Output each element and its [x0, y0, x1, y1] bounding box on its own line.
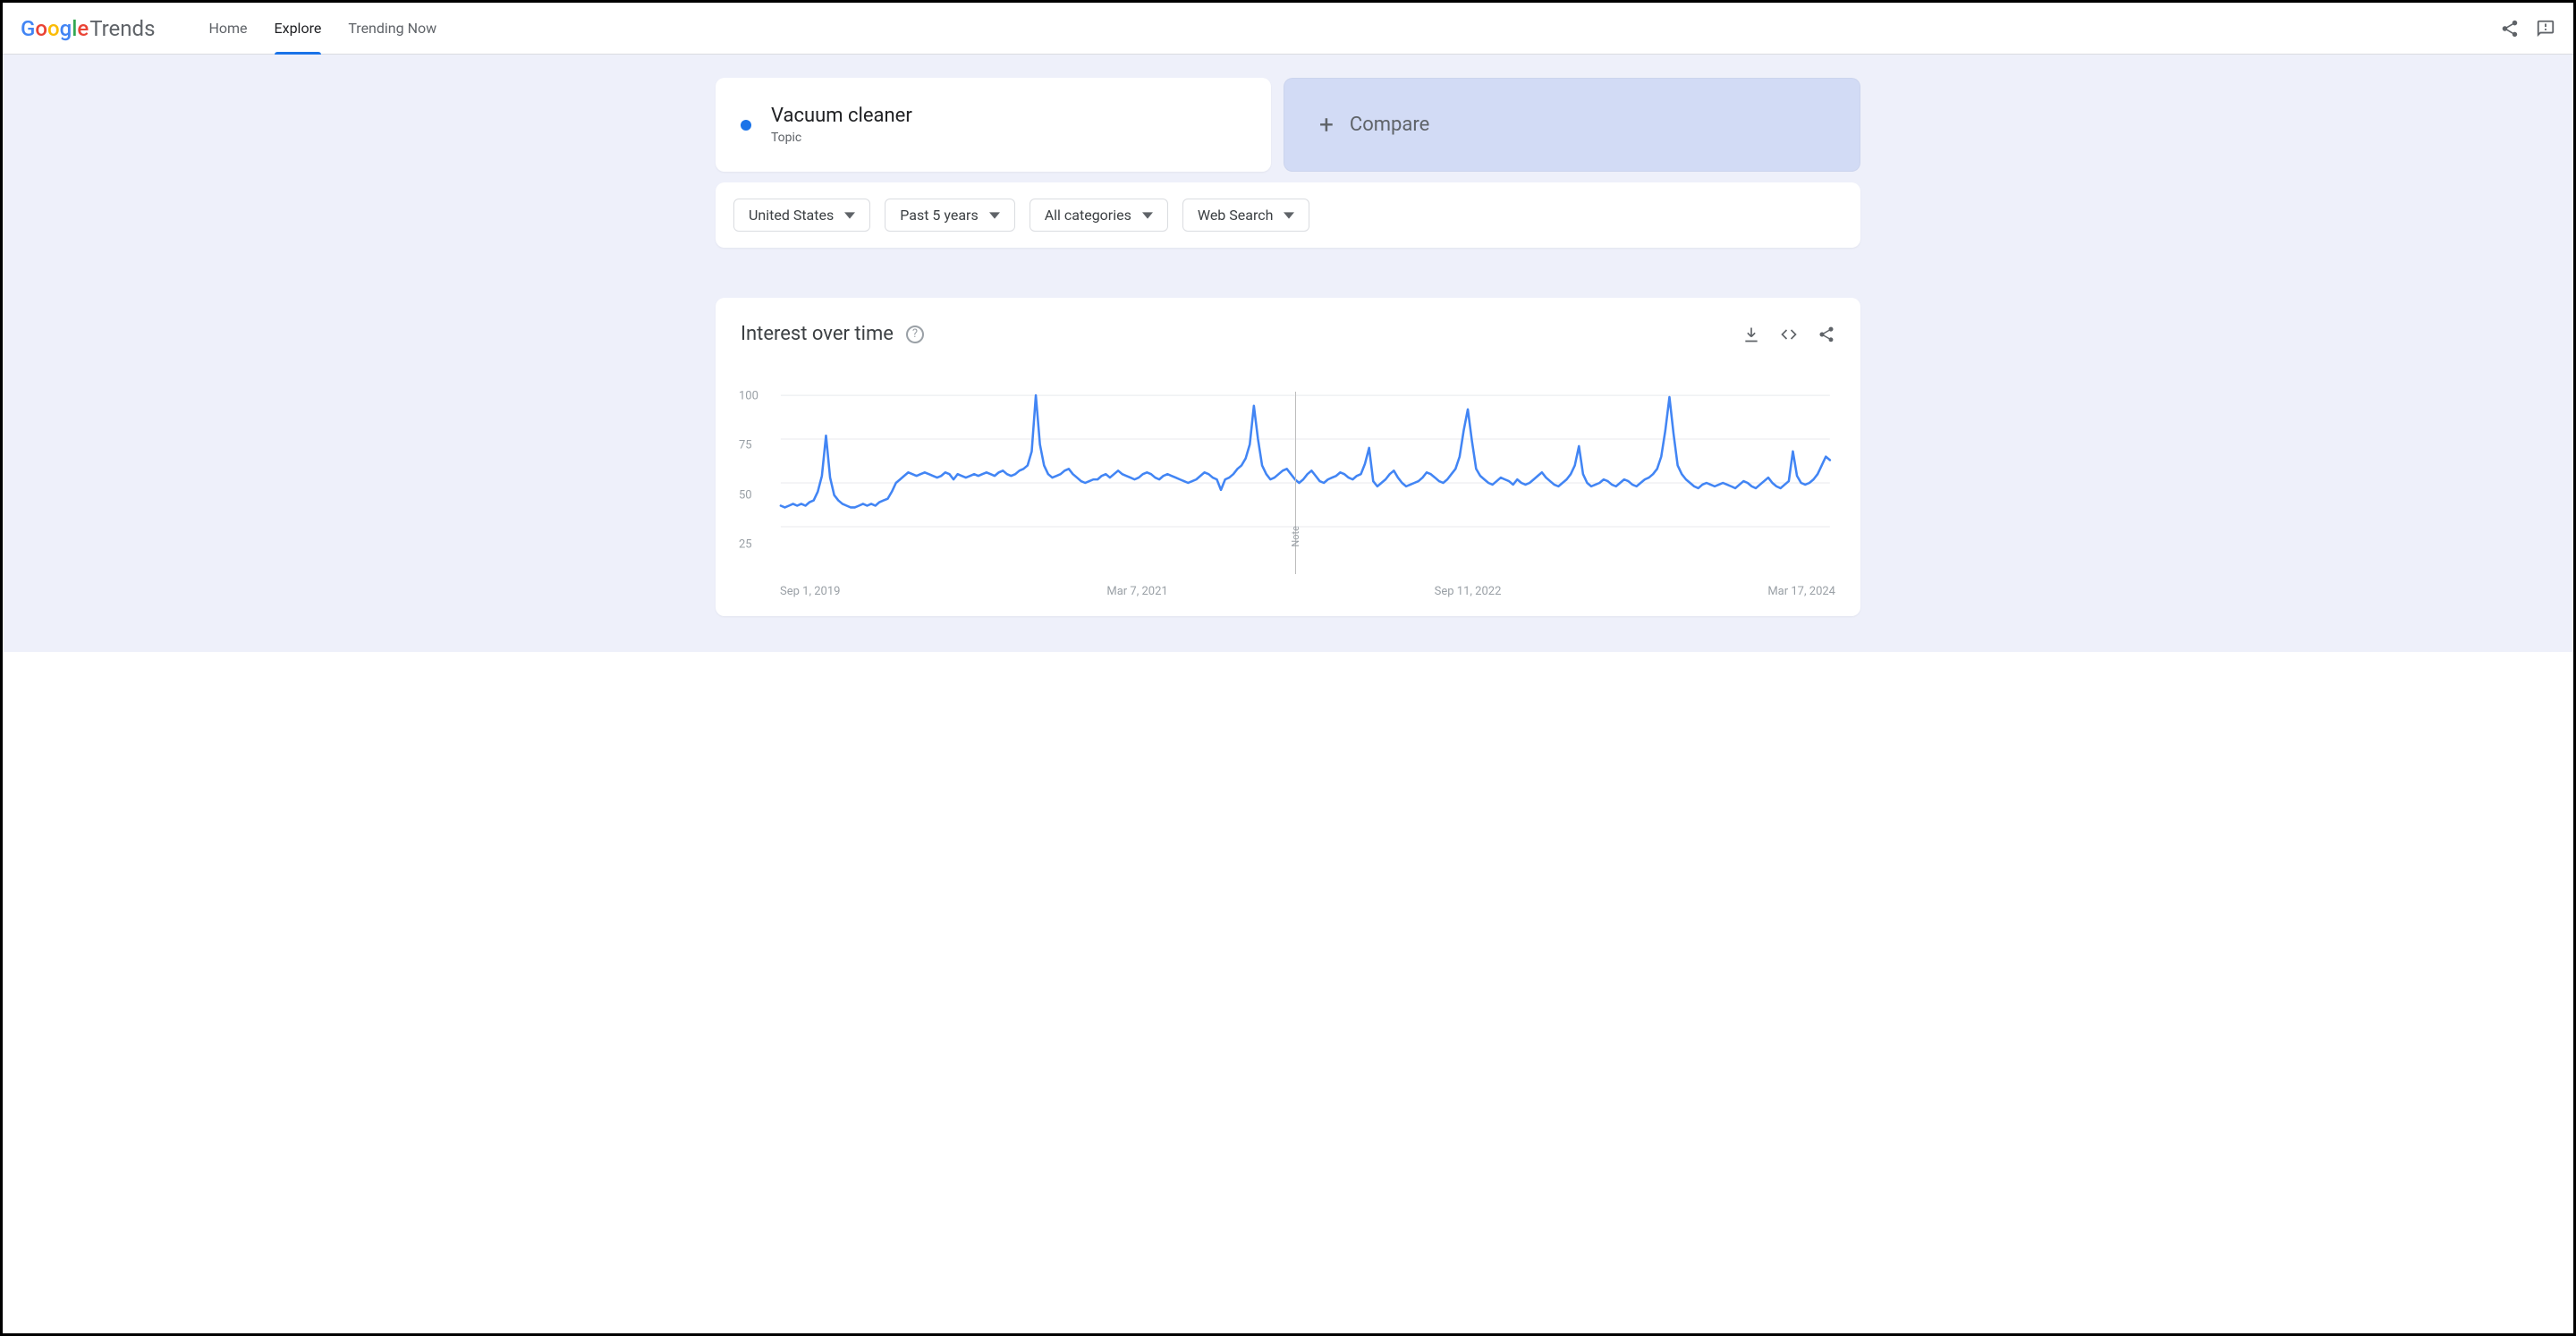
- chart-y-tick: 75: [739, 439, 752, 452]
- filter-timeframe[interactable]: Past 5 years: [885, 199, 1014, 232]
- help-icon[interactable]: ?: [906, 326, 924, 343]
- logo-sub: Trends: [89, 16, 155, 41]
- compare-label: Compare: [1350, 114, 1429, 136]
- feedback-icon[interactable]: [2536, 19, 2555, 38]
- logo[interactable]: GoogleTrends: [21, 16, 155, 41]
- filter-category-label: All categories: [1045, 207, 1131, 224]
- header-actions: [2500, 19, 2555, 38]
- interest-over-time-card: Interest over time ? 25 50 75 100 Note Sep …: [716, 298, 1860, 616]
- filter-timeframe-label: Past 5 years: [900, 207, 978, 224]
- primary-nav: Home Explore Trending Now: [208, 3, 436, 54]
- chart-actions: [1742, 326, 1835, 343]
- filter-region[interactable]: United States: [733, 199, 870, 232]
- embed-icon[interactable]: [1780, 326, 1798, 343]
- chart-area: 255075100 Note Sep 1, 2019Mar 7, 2021Sep…: [741, 392, 1835, 598]
- term-color-dot: [741, 120, 751, 131]
- filter-bar: United States Past 5 years All categorie…: [716, 182, 1860, 248]
- chevron-down-icon: [1142, 210, 1153, 221]
- search-terms-row: Vacuum cleaner Topic + Compare: [716, 78, 1860, 172]
- chart-x-labels: Sep 1, 2019 Mar 7, 2021 Sep 11, 2022 Mar 17…: [780, 585, 1835, 598]
- share-icon[interactable]: [1818, 326, 1835, 343]
- chart-y-tick: 100: [739, 389, 758, 402]
- nav-trending-now[interactable]: Trending Now: [348, 3, 436, 54]
- page-body: Vacuum cleaner Topic + Compare United St…: [3, 55, 2573, 652]
- chevron-down-icon: [1284, 210, 1294, 221]
- chart-title: Interest over time: [741, 323, 894, 345]
- filter-search-type[interactable]: Web Search: [1182, 199, 1310, 232]
- filter-search-type-label: Web Search: [1198, 207, 1274, 224]
- plus-icon: +: [1319, 113, 1334, 138]
- chevron-down-icon: [989, 210, 1000, 221]
- search-term-type: Topic: [771, 131, 912, 145]
- interest-line-chart[interactable]: [741, 392, 1835, 574]
- chart-x-tick: Sep 1, 2019: [780, 585, 840, 598]
- chart-note-marker: Note: [1295, 392, 1296, 574]
- nav-explore[interactable]: Explore: [275, 3, 322, 54]
- search-term-text: Vacuum cleaner: [771, 105, 912, 127]
- chart-y-tick: 25: [739, 537, 752, 551]
- download-icon[interactable]: [1742, 326, 1760, 343]
- search-term-card[interactable]: Vacuum cleaner Topic: [716, 78, 1271, 172]
- app-header: GoogleTrends Home Explore Trending Now: [3, 3, 2573, 55]
- share-icon[interactable]: [2500, 19, 2520, 38]
- add-compare-button[interactable]: + Compare: [1284, 78, 1860, 172]
- filter-region-label: United States: [749, 207, 834, 224]
- filter-category[interactable]: All categories: [1030, 199, 1168, 232]
- chart-note-label: Note: [1290, 526, 1301, 547]
- chevron-down-icon: [844, 210, 855, 221]
- chart-x-tick: Sep 11, 2022: [1435, 585, 1502, 598]
- chart-x-tick: Mar 7, 2021: [1106, 585, 1167, 598]
- nav-home[interactable]: Home: [208, 3, 247, 54]
- chart-y-tick: 50: [739, 488, 752, 502]
- chart-x-tick: Mar 17, 2024: [1767, 585, 1835, 598]
